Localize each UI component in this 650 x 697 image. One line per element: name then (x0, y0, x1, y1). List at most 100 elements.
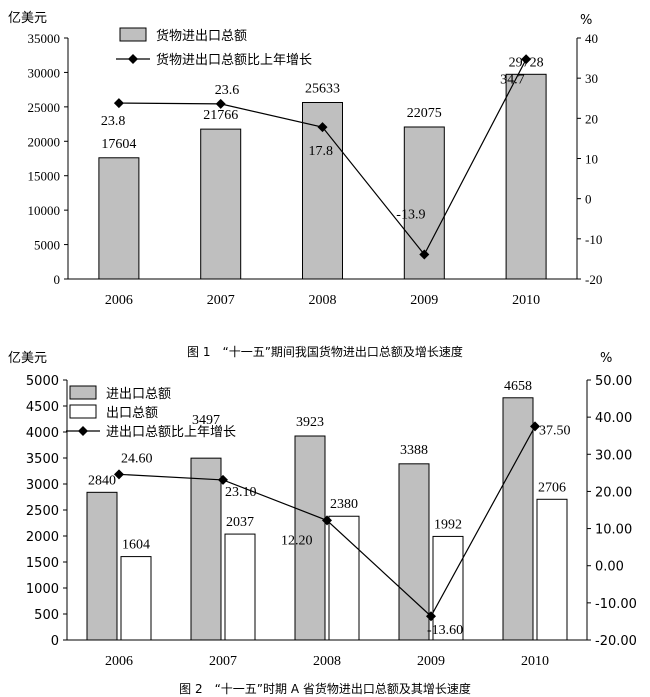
figure-1-caption: 图 1 “十一五”期间我国货物进出口总额及增长速度 (187, 345, 463, 359)
legend-swatch-bar (69, 385, 97, 400)
legend-label: 货物进出口总额 (156, 28, 247, 44)
left-tick-label: 15000 (28, 169, 61, 184)
legend-swatch-marker (78, 426, 88, 436)
bar-1 (190, 457, 222, 641)
figure-2-caption: 图 2 “十一五”时期 A 省货物进出口总额及其增长速度 (179, 682, 471, 696)
growth-value-label: -13.60 (427, 623, 463, 638)
right-tick-label: 50.00 (595, 374, 632, 389)
growth-point (419, 249, 430, 260)
growth-point (426, 611, 436, 622)
left-tick-label: 5000 (26, 374, 59, 389)
bar-1 (502, 397, 534, 641)
growth-value-label: 23.10 (225, 485, 257, 500)
x-tick-label: 2008 (313, 654, 341, 669)
right-tick-label: 30 (585, 71, 598, 86)
bar-value-label: 4658 (504, 379, 532, 394)
bar-value-label: 3497 (192, 413, 220, 428)
bar-value-label: 17604 (101, 137, 136, 152)
left-tick-label: 2000 (26, 530, 59, 545)
bar-2 (432, 535, 464, 641)
left-tick-label: 5000 (34, 238, 60, 253)
x-tick-label: 2006 (105, 293, 133, 308)
right-axis-unit: % (600, 351, 612, 366)
growth-value-label: -13.9 (396, 207, 425, 222)
bar-value-label: 1604 (122, 538, 150, 553)
left-tick-label: 2500 (26, 504, 59, 519)
left-axis-unit: 亿美元 (8, 351, 47, 366)
growth-point (322, 515, 332, 526)
x-tick-label: 2009 (410, 293, 438, 308)
growth-value-label: 24.60 (121, 451, 153, 466)
right-tick-label: 20 (585, 111, 598, 126)
left-tick-label: 1000 (26, 582, 59, 597)
right-tick-label: -10.00 (595, 597, 637, 612)
legend-label: 货物进出口总额比上年增长 (156, 52, 312, 68)
right-tick-label: 0 (585, 192, 592, 207)
right-tick-label: -20 (585, 272, 602, 287)
legend-label: 进出口总额 (106, 387, 171, 402)
legend-swatch-bar (119, 27, 147, 42)
growth-value-label: 17.8 (309, 144, 334, 159)
left-tick-label: 0 (54, 272, 61, 287)
chart-1-national-trade: 0 5000 10000 15000 20000 25000 30000 35000 -20 -1… (8, 11, 602, 308)
right-tick-label: -20.00 (595, 634, 637, 649)
left-tick-label: 3000 (26, 478, 59, 493)
bar-value-label: 1992 (434, 517, 462, 532)
legend-swatch-bar (69, 404, 97, 419)
left-tick-label: 30000 (28, 65, 61, 80)
left-tick-label: 3500 (26, 452, 59, 467)
growth-point (113, 98, 124, 109)
left-tick-label: 1500 (26, 556, 59, 571)
bar-value-label: 21766 (203, 108, 238, 123)
bar-value-label: 2840 (88, 473, 116, 488)
growth-value-label: 34.7 (500, 72, 524, 87)
bar-value-label: 22075 (407, 106, 442, 121)
x-tick-label: 2010 (512, 293, 540, 308)
bar-2 (120, 556, 152, 641)
right-tick-label: 0.00 (595, 560, 624, 575)
x-tick-label: 2007 (207, 293, 235, 308)
bar-2 (224, 533, 256, 641)
left-tick-label: 0 (51, 634, 59, 649)
right-tick-label: 10 (585, 152, 598, 167)
growth-value-label: 12.20 (281, 533, 313, 548)
left-tick-label: 25000 (28, 100, 61, 115)
left-tick-label: 35000 (28, 31, 61, 46)
legend-swatch-marker (128, 54, 138, 64)
bar-value-label: 2706 (538, 480, 566, 495)
bar-1 (98, 157, 140, 280)
bar-value-label: 3388 (400, 443, 428, 458)
bar-value-label: 25633 (305, 81, 340, 96)
growth-point (530, 421, 540, 432)
bar-2 (536, 498, 568, 641)
legend-label: 进出口总额比上年增长 (106, 425, 236, 440)
growth-point (521, 54, 532, 65)
growth-point (114, 469, 124, 480)
right-tick-label: 30.00 (595, 448, 632, 463)
x-tick-label: 2009 (417, 654, 445, 669)
bar-2 (328, 515, 360, 641)
chart-2-province-a-trade: 0 500 1000 1500 2000 2500 3000 3500 4000 4500 5000… (8, 351, 637, 669)
bar-1 (86, 491, 118, 641)
right-axis-unit: % (580, 13, 592, 28)
x-tick-label: 2007 (209, 654, 237, 669)
bar-value-label: 2380 (330, 497, 358, 512)
right-tick-label: 40 (585, 31, 598, 46)
bar-value-label: 2037 (226, 515, 254, 530)
left-tick-label: 500 (34, 608, 59, 623)
right-tick-label: 20.00 (595, 485, 632, 500)
right-tick-label: 40.00 (595, 411, 632, 426)
right-tick-label: 10.00 (595, 523, 632, 538)
growth-point (218, 474, 228, 485)
growth-point (215, 98, 226, 109)
left-tick-label: 4500 (26, 400, 59, 415)
bar-1 (200, 128, 242, 280)
bar-1 (398, 463, 430, 641)
x-tick-label: 2010 (521, 654, 549, 669)
left-tick-label: 20000 (28, 134, 61, 149)
x-tick-label: 2006 (105, 654, 133, 669)
bar-1 (294, 435, 326, 641)
left-tick-label: 10000 (28, 203, 61, 218)
bar-value-label: 3923 (296, 415, 324, 430)
